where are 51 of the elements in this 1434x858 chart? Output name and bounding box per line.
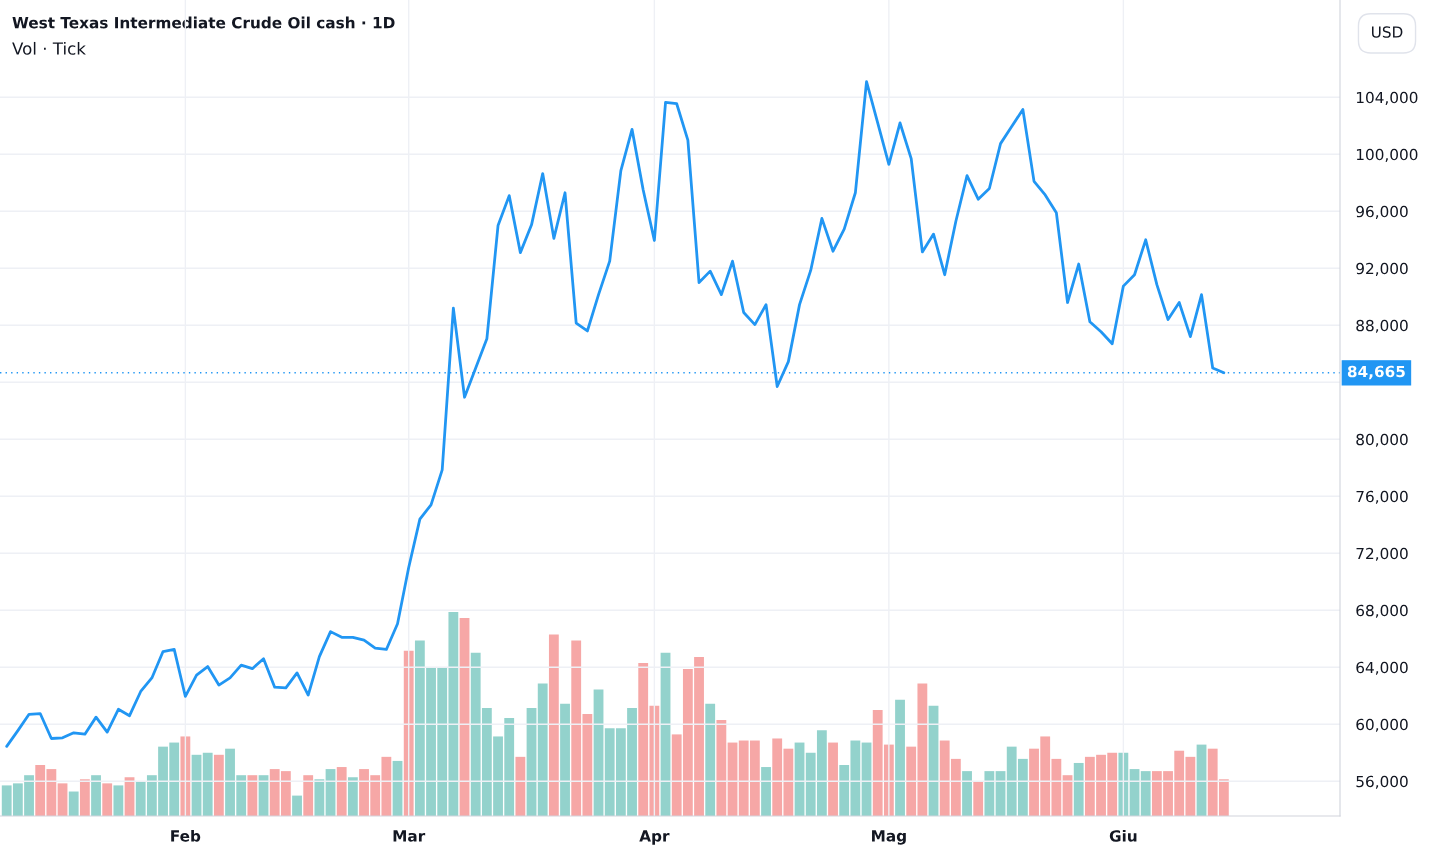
text: West Texas Intermediate Crude Oil cash · 1D — [12, 16, 395, 29]
bar — [459, 618, 470, 816]
y-tick-label: 100,000 — [1356, 148, 1418, 162]
bar — [314, 779, 325, 816]
bar — [68, 791, 79, 816]
bar — [828, 742, 838, 816]
y-tick-label: 68,000 — [1356, 604, 1408, 618]
bar — [91, 775, 101, 816]
x-tick-label: Giu — [1109, 829, 1137, 842]
y-tick-label: 56,000 — [1356, 775, 1408, 789]
x-tick-label: Mar — [393, 830, 426, 842]
bar — [716, 720, 727, 816]
bar — [973, 781, 984, 816]
bar — [180, 736, 191, 816]
bar — [347, 777, 358, 816]
bar — [537, 683, 548, 816]
x-tick-label: Feb — [171, 829, 201, 842]
bar — [1140, 771, 1151, 816]
bar — [113, 785, 124, 816]
bar — [336, 767, 347, 816]
y-tick-label: 80,000 — [1356, 433, 1408, 447]
bar — [57, 783, 68, 816]
bar — [761, 767, 771, 816]
y-tick-label: 64,000 — [1356, 661, 1408, 675]
bar — [303, 775, 314, 816]
x-tick-label: Apr — [639, 830, 670, 845]
y-tick-label: 76,000 — [1356, 490, 1408, 504]
bar — [1073, 762, 1084, 816]
y-tick-label: 104,000 — [1356, 91, 1418, 105]
bar — [247, 775, 258, 816]
bar — [895, 699, 905, 816]
bar — [202, 752, 213, 816]
x-tick-label: Mag — [872, 830, 906, 845]
bar — [79, 779, 90, 816]
bar — [292, 795, 302, 816]
y-tick-label: 72,000 — [1356, 547, 1408, 561]
ref-line-label: 84,665 — [1347, 365, 1405, 380]
y-tick-label: 92,000 — [1356, 262, 1408, 276]
y-tick-label: 60,000 — [1356, 718, 1408, 732]
bar — [705, 703, 716, 816]
bar — [515, 756, 526, 816]
y-axis-title: USD — [1372, 26, 1403, 38]
bar — [962, 771, 972, 816]
y-tick-label: 88,000 — [1356, 319, 1408, 333]
chart-title: Vol · Tick — [12, 41, 86, 55]
y-tick-label: 96,000 — [1356, 205, 1408, 219]
bar — [213, 754, 224, 816]
bar — [984, 771, 995, 816]
bar — [548, 634, 559, 816]
bar — [560, 703, 570, 816]
bar — [102, 783, 113, 816]
